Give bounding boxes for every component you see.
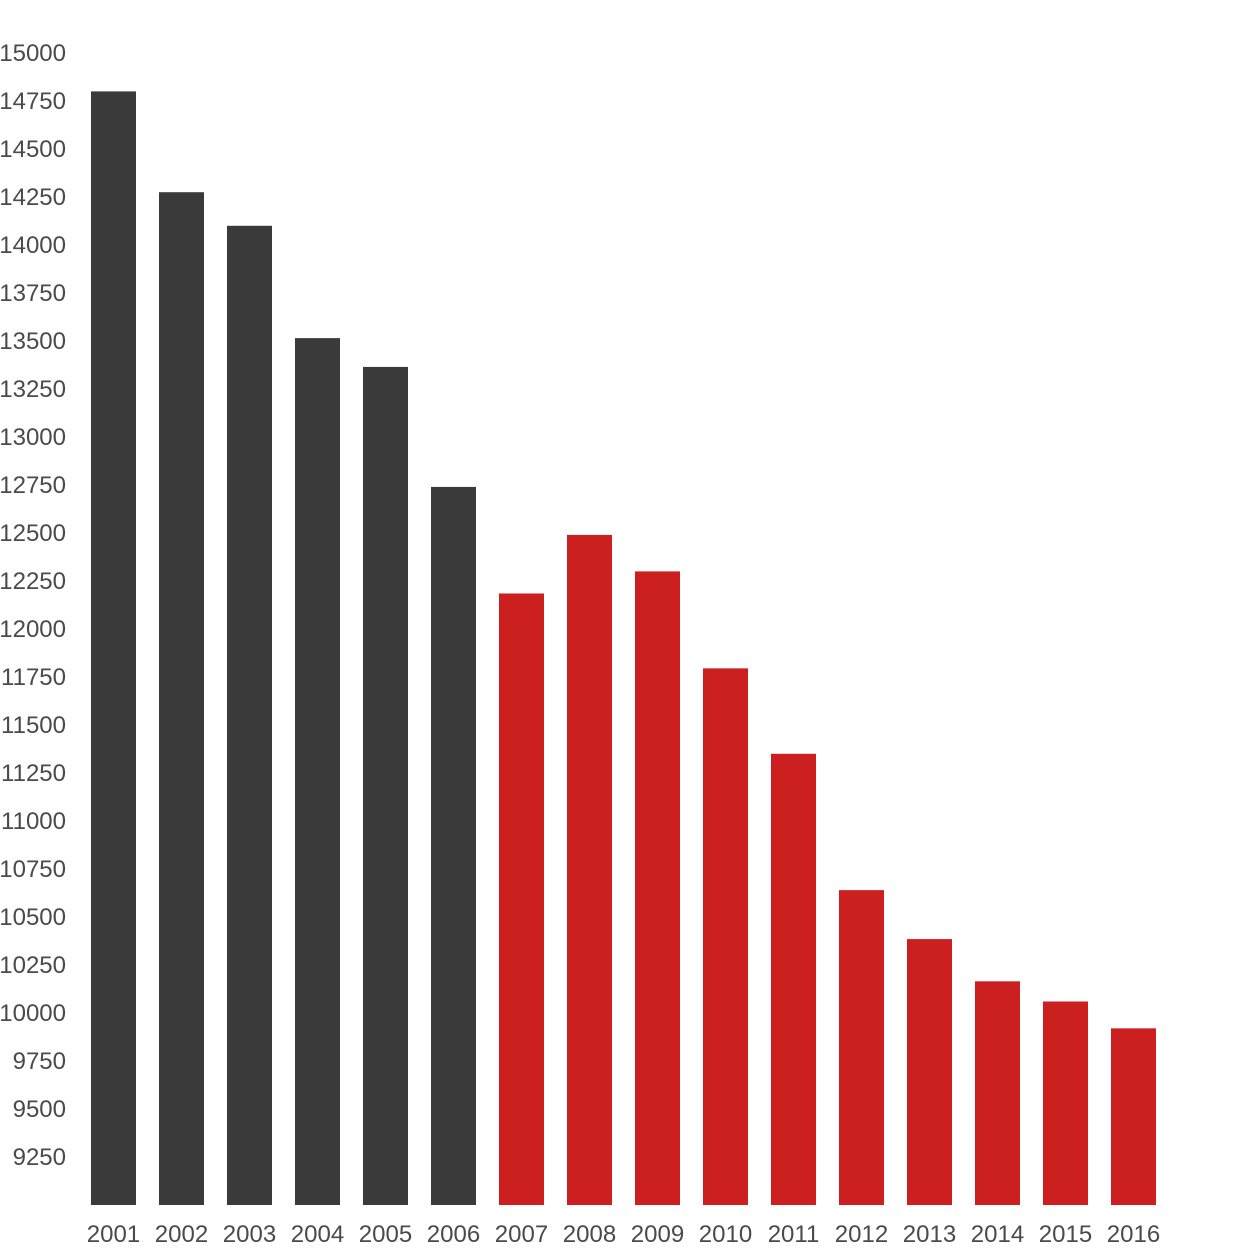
bar-2011 <box>771 753 816 1205</box>
bar-2003 <box>227 225 272 1206</box>
y-tick-label: 11750 <box>1 664 66 691</box>
y-tick-label: 13750 <box>0 280 66 307</box>
bar-2015 <box>1043 1001 1088 1205</box>
bar-2010 <box>703 668 748 1205</box>
x-tick-label: 2008 <box>563 1221 616 1248</box>
y-tick-label: 10500 <box>0 904 66 931</box>
y-tick-label: 14750 <box>0 88 66 115</box>
y-axis: 9250 9500 9750 10000 10250 10500 10750 11000 112… <box>0 40 66 1171</box>
x-tick-label: 2010 <box>699 1221 752 1248</box>
y-tick-label: 11000 <box>1 808 66 835</box>
bar-2012 <box>839 890 884 1205</box>
bar-2001 <box>91 91 136 1205</box>
x-tick-label: 2006 <box>427 1221 480 1248</box>
x-axis: 2001 2002 2003 2004 2005 2006 2007 2008 2009 2010… <box>87 1221 1160 1248</box>
x-tick-label: 2003 <box>223 1221 276 1248</box>
bars <box>91 91 1156 1206</box>
y-tick-label: 12250 <box>0 568 66 595</box>
y-tick-label: 12000 <box>0 616 66 643</box>
y-tick-label: 14000 <box>0 232 66 259</box>
y-tick-label: 13000 <box>0 424 66 451</box>
y-tick-label: 13500 <box>0 328 66 355</box>
bar-2008 <box>567 534 612 1205</box>
y-tick-label: 11250 <box>1 760 66 787</box>
x-tick-label: 2002 <box>155 1221 208 1248</box>
x-tick-label: 2016 <box>1107 1221 1160 1248</box>
bar-2016 <box>1111 1028 1156 1205</box>
y-tick-label: 12750 <box>0 472 66 499</box>
x-tick-label: 2014 <box>971 1221 1024 1248</box>
x-tick-label: 2012 <box>835 1221 888 1248</box>
x-tick-label: 2015 <box>1039 1221 1092 1248</box>
y-tick-label: 15000 <box>0 40 66 67</box>
x-tick-label: 2013 <box>903 1221 956 1248</box>
bar-2004 <box>295 338 340 1205</box>
bar-2014 <box>975 981 1020 1205</box>
x-tick-label: 2009 <box>631 1221 684 1248</box>
y-tick-label: 10250 <box>0 952 66 979</box>
y-tick-label: 9250 <box>13 1144 66 1171</box>
y-tick-label: 9750 <box>13 1048 66 1075</box>
bar-2002 <box>159 192 204 1205</box>
y-tick-label: 12500 <box>0 520 66 547</box>
x-tick-label: 2007 <box>495 1221 548 1248</box>
y-tick-label: 10000 <box>0 1000 66 1027</box>
bar-2007 <box>499 593 544 1205</box>
y-tick-label: 14250 <box>0 184 66 211</box>
y-tick-label: 14500 <box>0 136 66 163</box>
y-tick-label: 9500 <box>13 1096 66 1123</box>
x-tick-label: 2004 <box>291 1221 344 1248</box>
y-tick-label: 10750 <box>0 856 66 883</box>
x-tick-label: 2011 <box>768 1221 820 1248</box>
y-tick-label: 11500 <box>1 712 66 739</box>
bar-2006 <box>431 486 476 1205</box>
bar-2013 <box>907 939 952 1205</box>
bar-2009 <box>635 571 680 1205</box>
y-tick-label: 13250 <box>0 376 66 403</box>
x-tick-label: 2001 <box>87 1221 140 1248</box>
bar-2005 <box>363 366 408 1205</box>
x-tick-label: 2005 <box>359 1221 412 1248</box>
